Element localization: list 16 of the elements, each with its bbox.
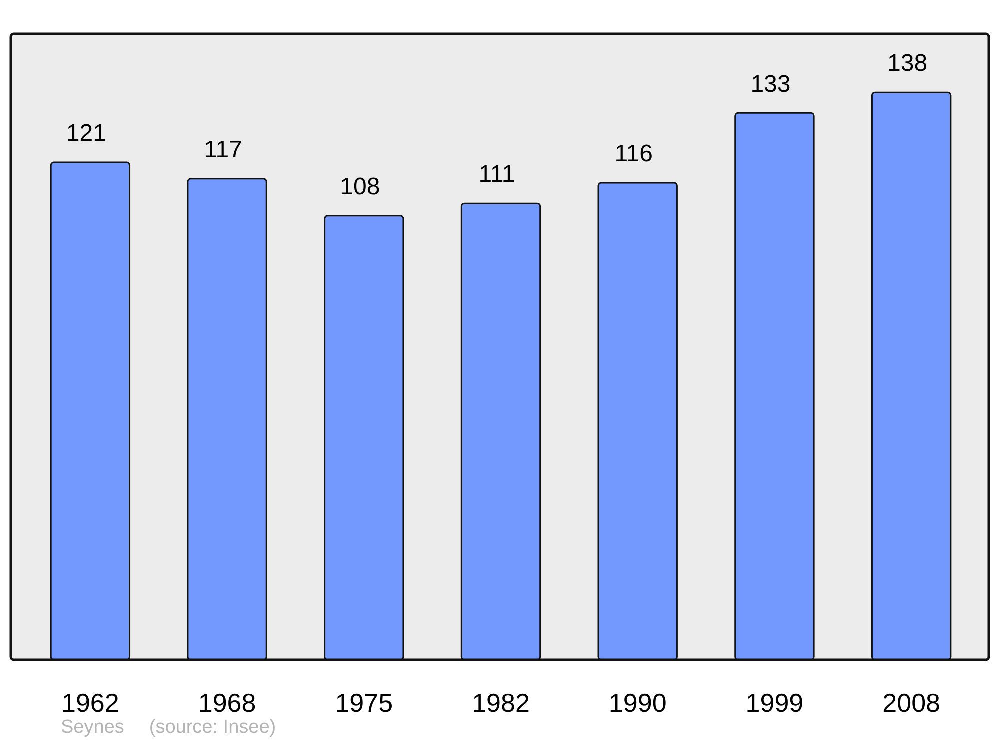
x-tick-label: 1999 — [746, 688, 804, 718]
x-tick-label: 1975 — [335, 688, 394, 718]
data-label: 111 — [478, 161, 516, 188]
data-label: 133 — [750, 70, 791, 98]
data-label: 121 — [66, 120, 106, 148]
x-tick-label: 1968 — [198, 688, 256, 718]
data-label: 117 — [204, 136, 242, 164]
text: (source: Insee) — [149, 717, 276, 739]
x-tick-label: 1990 — [608, 688, 667, 718]
x-tick-label: 1962 — [62, 688, 120, 718]
data-label: 116 — [614, 140, 653, 168]
text: Seynes — [61, 717, 124, 739]
data-label: 138 — [888, 50, 928, 78]
data-label: 108 — [340, 174, 380, 201]
x-tick-label: 1982 — [472, 688, 530, 718]
x-tick-label: 2008 — [882, 688, 940, 718]
